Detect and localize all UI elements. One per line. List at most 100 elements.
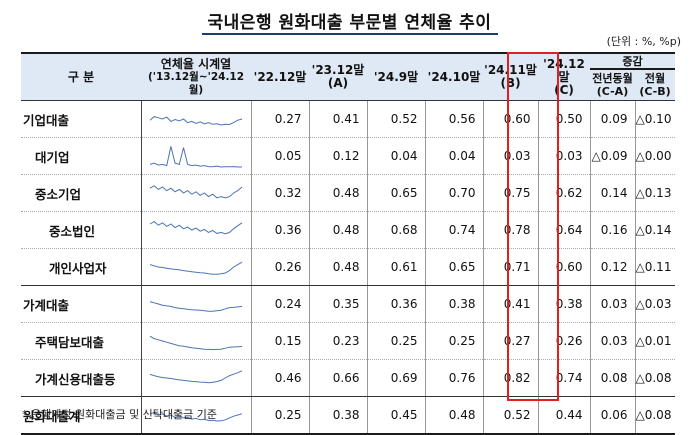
value-cell: 0.06 xyxy=(590,396,636,435)
value-cell: 0.24 xyxy=(251,285,310,323)
value-cell: 0.32 xyxy=(251,174,310,212)
value-cell: 0.60 xyxy=(483,100,539,138)
value-cell: △0.08 xyxy=(635,396,675,435)
value-cell: 0.26 xyxy=(251,248,310,286)
trend-line xyxy=(149,301,243,312)
value-cell: 0.38 xyxy=(309,396,368,435)
header-col6: '24.12말 (C) xyxy=(538,52,590,101)
header-col3: '24.9말 xyxy=(367,52,425,101)
value-cell: 0.03 xyxy=(483,137,539,175)
value-cell: △0.01 xyxy=(635,322,675,360)
header-series-line2: ('13.12월~'24.12월) xyxy=(147,70,245,96)
trend-line xyxy=(149,146,242,168)
trend-sparkline-cell xyxy=(141,359,252,397)
value-cell: 0.25 xyxy=(425,322,484,360)
header-col2-line2: (A) xyxy=(327,76,349,90)
value-cell: 0.48 xyxy=(309,248,368,286)
row-label: 중소법인 xyxy=(21,211,142,249)
value-cell: 0.35 xyxy=(309,285,368,323)
value-cell: 0.64 xyxy=(538,211,591,249)
header-series-line1: 연체율 시계열 xyxy=(160,56,232,71)
trend-sparkline-cell xyxy=(141,248,252,286)
table-row: 대기업 0.05 0.12 0.04 0.04 0.03 0.03 △0.09 △0.00 xyxy=(21,137,675,175)
header-col5: '24.11말 (B) xyxy=(483,52,538,101)
header-col5-line1: '24.11말 xyxy=(484,63,537,77)
trend-sparkline xyxy=(149,335,243,351)
trend-sparkline xyxy=(149,116,243,126)
value-cell: 0.46 xyxy=(251,359,310,397)
value-cell: 0.14 xyxy=(590,174,636,212)
trend-line xyxy=(149,370,243,384)
trend-sparkline-cell xyxy=(141,174,252,212)
header-col6-line1: '24.12말 xyxy=(543,56,585,84)
value-cell: △0.11 xyxy=(635,248,675,286)
value-cell: 0.41 xyxy=(483,285,539,323)
trend-line xyxy=(149,412,243,422)
row-label: 개인사업자 xyxy=(21,248,142,286)
trend-sparkline xyxy=(149,261,243,275)
value-cell: 0.75 xyxy=(483,174,539,212)
value-cell: 0.50 xyxy=(538,100,591,138)
header-yoy-line1: 전년동월 xyxy=(592,72,633,85)
value-cell: 0.27 xyxy=(483,322,539,360)
value-cell: △0.10 xyxy=(635,100,675,138)
value-cell: 0.12 xyxy=(309,137,368,175)
trend-sparkline xyxy=(149,185,243,199)
value-cell: 0.52 xyxy=(367,100,426,138)
value-cell: 0.48 xyxy=(309,211,368,249)
trend-sparkline-cell xyxy=(141,137,252,175)
value-cell: 0.45 xyxy=(367,396,426,435)
trend-sparkline xyxy=(149,412,243,422)
value-cell: 0.15 xyxy=(251,322,310,360)
table-row: 중소법인 0.36 0.48 0.68 0.74 0.78 0.64 0.16 △0.14 xyxy=(21,211,675,249)
value-cell: 0.44 xyxy=(538,396,591,435)
value-cell: 0.16 xyxy=(590,211,636,249)
delinquency-table: 구 분 연체율 시계열 ('13.12월~'24.12월) '22.12말 '2… xyxy=(21,52,675,435)
value-cell: 0.12 xyxy=(590,248,636,286)
value-cell: 0.56 xyxy=(425,100,484,138)
trend-sparkline xyxy=(149,146,242,168)
value-cell: 0.09 xyxy=(590,100,636,138)
trend-sparkline-cell xyxy=(141,322,252,360)
unit-label: (단위 : %, %p) xyxy=(606,35,681,48)
value-cell: 0.25 xyxy=(251,396,310,435)
title-underline xyxy=(202,33,498,35)
value-cell: 0.04 xyxy=(425,137,484,175)
value-cell: 0.38 xyxy=(425,285,484,323)
row-label: 가계신용대출등 xyxy=(21,359,142,397)
value-cell: 0.48 xyxy=(309,174,368,212)
header-category: 구 분 xyxy=(21,52,141,101)
value-cell: 0.23 xyxy=(309,322,368,360)
value-cell: 0.04 xyxy=(367,137,426,175)
trend-sparkline xyxy=(149,301,243,312)
value-cell: 0.36 xyxy=(367,285,426,323)
value-cell: 0.03 xyxy=(590,285,636,323)
value-cell: 0.60 xyxy=(538,248,591,286)
table-row: 주택담보대출 0.15 0.23 0.25 0.25 0.27 0.26 0.03 △0.01 xyxy=(21,322,675,360)
value-cell: 0.62 xyxy=(538,174,591,212)
row-label: 가계대출 xyxy=(21,285,142,323)
value-cell: 0.27 xyxy=(251,100,310,138)
value-cell: 0.61 xyxy=(367,248,426,286)
value-cell: 0.78 xyxy=(483,211,539,249)
value-cell: 0.05 xyxy=(251,137,310,175)
value-cell: 0.71 xyxy=(483,248,539,286)
table-row: 기업대출 0.27 0.41 0.52 0.56 0.60 0.50 0.09 △0.10 xyxy=(21,100,675,138)
value-cell: 0.36 xyxy=(251,211,310,249)
trend-line xyxy=(149,335,243,351)
value-cell: 0.52 xyxy=(483,396,539,435)
header-col6-line2: (C) xyxy=(554,82,574,97)
table-row: 개인사업자 0.26 0.48 0.61 0.65 0.71 0.60 0.12 △0.11 xyxy=(21,248,675,286)
value-cell: 0.74 xyxy=(538,359,591,397)
trend-line xyxy=(149,185,243,199)
value-cell: △0.14 xyxy=(635,211,675,249)
value-cell: △0.03 xyxy=(635,285,675,323)
value-cell: 0.03 xyxy=(590,322,636,360)
trend-sparkline-cell xyxy=(141,100,252,138)
trend-line xyxy=(149,220,243,235)
value-cell: 0.65 xyxy=(425,248,484,286)
value-cell: 0.66 xyxy=(309,359,368,397)
value-cell: 0.70 xyxy=(425,174,484,212)
row-label: 주택담보대출 xyxy=(21,322,142,360)
page-title: 국내은행 원화대출 부문별 연체율 추이 xyxy=(207,13,492,33)
